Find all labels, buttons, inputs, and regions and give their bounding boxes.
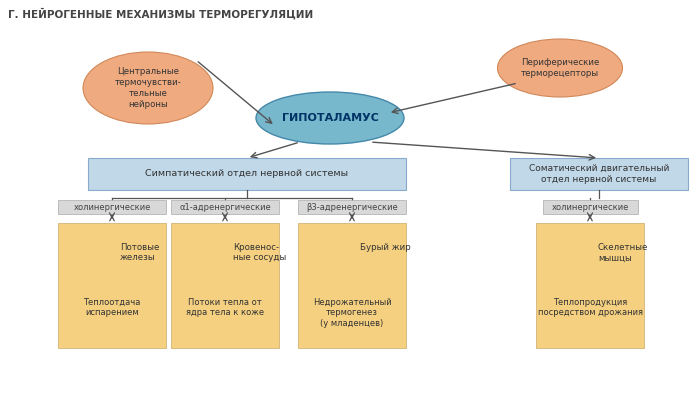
Text: Симпатический отдел нервной системы: Симпатический отдел нервной системы <box>146 169 349 179</box>
Text: холинергические: холинергические <box>74 202 150 211</box>
Text: холинергические: холинергические <box>552 202 629 211</box>
Text: Недрожательный
термогенез
(у младенцев): Недрожательный термогенез (у младенцев) <box>313 298 391 328</box>
FancyBboxPatch shape <box>510 158 688 190</box>
Ellipse shape <box>498 39 622 97</box>
Text: Центральные
термочувстви-
тельные
нейроны: Центральные термочувстви- тельные нейрон… <box>115 67 181 109</box>
Ellipse shape <box>83 52 213 124</box>
FancyBboxPatch shape <box>88 158 406 190</box>
FancyBboxPatch shape <box>58 200 166 214</box>
Text: β3-адренергические: β3-адренергические <box>306 202 398 211</box>
Text: Периферические
терморецепторы: Периферические терморецепторы <box>521 58 599 78</box>
FancyBboxPatch shape <box>536 223 644 348</box>
FancyBboxPatch shape <box>542 200 638 214</box>
Text: Бурый жир: Бурый жир <box>360 243 411 252</box>
Text: Теплоотдача
испарением: Теплоотдача испарением <box>83 298 141 317</box>
Text: Потоки тепла от
ядра тела к коже: Потоки тепла от ядра тела к коже <box>186 298 264 317</box>
FancyBboxPatch shape <box>298 200 406 214</box>
FancyBboxPatch shape <box>58 223 166 348</box>
Text: Кровенос-
ные сосуды: Кровенос- ные сосуды <box>233 243 286 262</box>
Text: Теплопродукция
посредством дрожания: Теплопродукция посредством дрожания <box>538 298 643 317</box>
Ellipse shape <box>256 92 404 144</box>
FancyBboxPatch shape <box>171 223 279 348</box>
Text: Скелетные
мышцы: Скелетные мышцы <box>598 243 648 262</box>
FancyBboxPatch shape <box>298 223 406 348</box>
Text: Соматический двигательный
отдел нервной системы: Соматический двигательный отдел нервной … <box>528 164 669 184</box>
Text: Г. НЕЙРОГЕННЫЕ МЕХАНИЗМЫ ТЕРМОРЕГУЛЯЦИИ: Г. НЕЙРОГЕННЫЕ МЕХАНИЗМЫ ТЕРМОРЕГУЛЯЦИИ <box>8 8 314 20</box>
Text: α1-адренергические: α1-адренергические <box>179 202 271 211</box>
Text: Потовые
железы: Потовые железы <box>120 243 160 262</box>
Text: ГИПОТАЛАМУС: ГИПОТАЛАМУС <box>281 113 379 123</box>
FancyBboxPatch shape <box>171 200 279 214</box>
